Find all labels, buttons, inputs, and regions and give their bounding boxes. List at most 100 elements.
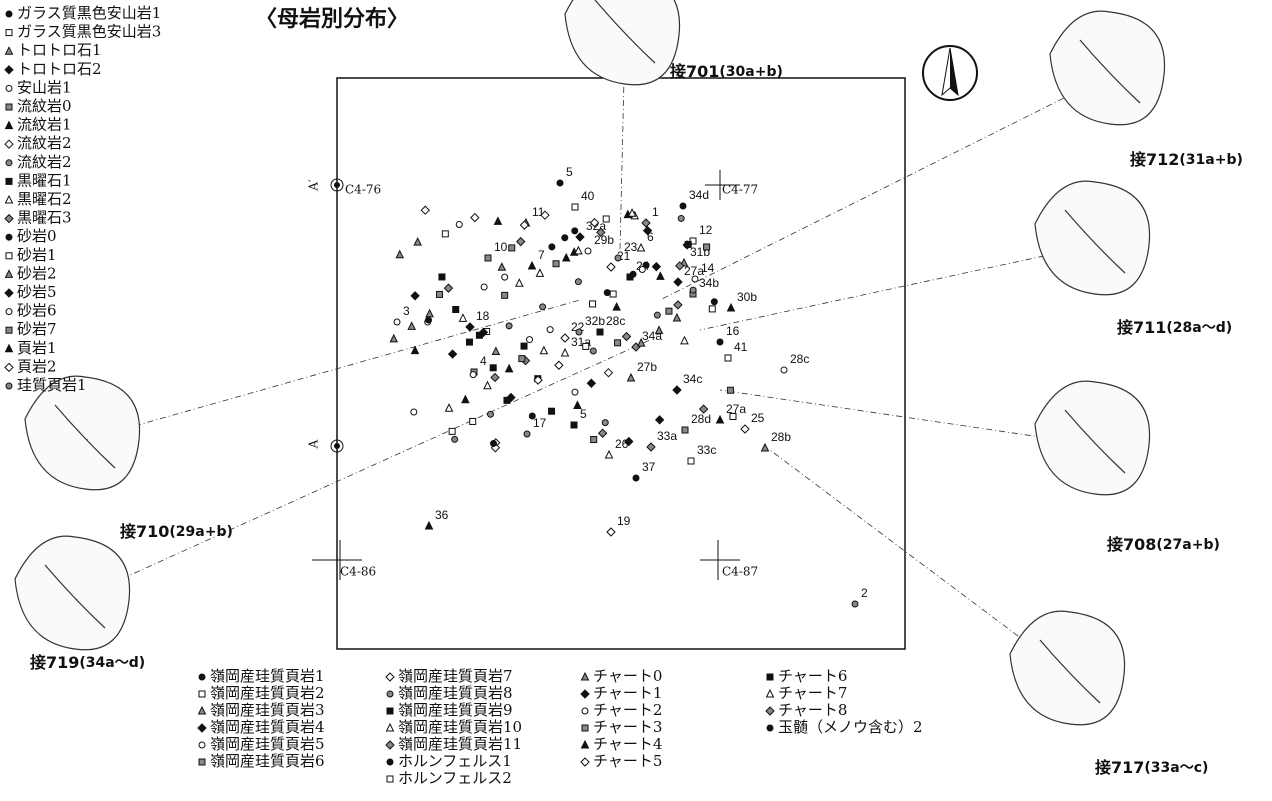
symbol xyxy=(424,520,434,530)
legend-item: ホルンフェルス2 xyxy=(398,769,512,787)
symbol xyxy=(632,474,640,482)
symbol xyxy=(580,757,590,767)
symbol xyxy=(636,242,646,252)
symbol xyxy=(483,380,492,390)
symbol xyxy=(684,240,692,248)
symbol xyxy=(851,600,859,608)
artifact-sketches xyxy=(14,0,1166,726)
symbol xyxy=(561,234,569,242)
symbol xyxy=(435,290,443,298)
point-label: 33a xyxy=(657,429,677,443)
legend-item: 頁岩2 xyxy=(17,357,57,375)
point-label: 30b xyxy=(737,290,757,304)
point-label: 10 xyxy=(494,240,508,254)
symbol xyxy=(546,326,554,334)
symbol xyxy=(407,321,416,330)
symbol xyxy=(5,29,13,37)
symbol xyxy=(581,724,589,732)
symbol xyxy=(570,421,578,429)
refit-note: (30a+b) xyxy=(719,64,782,80)
symbol xyxy=(589,300,597,308)
point-label: 25 xyxy=(751,411,765,425)
symbol xyxy=(489,364,497,372)
symbol xyxy=(490,372,500,383)
legend-item: 流紋岩2 xyxy=(17,153,72,171)
refit-id: 接712 xyxy=(1130,150,1179,169)
symbol xyxy=(679,202,687,210)
symbol xyxy=(490,439,498,447)
excavation-frame xyxy=(336,77,906,650)
artifact-sketch xyxy=(1049,10,1166,126)
symbol xyxy=(385,740,395,750)
north-arrow xyxy=(922,45,978,101)
symbol xyxy=(740,424,750,434)
symbol xyxy=(651,261,662,272)
legend-item: 砂岩1 xyxy=(17,246,57,264)
legend-item: チャート7 xyxy=(778,684,847,702)
symbol xyxy=(515,236,526,247)
symbol xyxy=(698,404,709,414)
legend-item: 嶺岡産珪質頁岩1 xyxy=(210,667,325,685)
symbol xyxy=(497,262,507,271)
symbol xyxy=(621,331,632,342)
symbol xyxy=(760,442,770,452)
legend-item: トロトロ石1 xyxy=(17,41,102,59)
legend-item: 嶺岡産珪質頁岩5 xyxy=(210,735,325,753)
symbol xyxy=(501,291,509,299)
symbol xyxy=(672,312,682,322)
symbol xyxy=(5,84,13,92)
symbol xyxy=(604,449,614,459)
symbol xyxy=(4,362,14,373)
artifact-sketch xyxy=(1009,610,1126,726)
symbol xyxy=(603,367,614,378)
point-label: 16 xyxy=(726,324,740,338)
symbol xyxy=(393,318,401,326)
symbol xyxy=(589,347,597,355)
symbol xyxy=(582,342,590,350)
legend-item: チャート3 xyxy=(593,718,662,736)
point-label: 5 xyxy=(580,407,587,421)
point-label: 18 xyxy=(476,309,490,323)
symbol xyxy=(413,237,422,246)
symbol xyxy=(654,415,665,425)
legend-item: 砂岩7 xyxy=(17,320,57,338)
legend-item: 嶺岡産珪質頁岩10 xyxy=(398,718,522,736)
symbol xyxy=(597,428,608,438)
point-label: 27a xyxy=(684,264,704,278)
section-line xyxy=(312,160,740,580)
point-label: 3 xyxy=(403,304,410,318)
symbol xyxy=(386,707,394,715)
point-label: 34d xyxy=(689,188,709,202)
symbol xyxy=(574,245,583,255)
symbol xyxy=(410,345,420,355)
symbol xyxy=(5,10,13,18)
refit-line xyxy=(719,389,1096,446)
title: 〈母岩別分布〉 xyxy=(255,6,409,32)
point-label: 33c xyxy=(697,443,716,457)
symbol xyxy=(626,372,636,382)
symbol xyxy=(556,179,564,187)
symbol xyxy=(665,307,673,315)
symbol xyxy=(480,283,488,291)
symbol xyxy=(444,403,454,412)
point-label: 12 xyxy=(699,223,713,237)
symbol xyxy=(654,325,664,335)
point-label: 28c xyxy=(606,314,625,328)
point-label: 27b xyxy=(637,360,657,374)
symbol xyxy=(441,230,449,238)
symbol xyxy=(590,436,598,444)
symbol xyxy=(548,243,556,251)
legend-item: ガラス質黒色安山岩3 xyxy=(17,23,161,41)
artifact-sketch xyxy=(24,375,141,491)
symbol xyxy=(596,328,604,336)
symbol xyxy=(580,689,590,699)
legend-item: 流紋岩0 xyxy=(17,97,72,115)
symbol xyxy=(535,268,545,277)
refit-line xyxy=(659,74,1111,301)
symbol xyxy=(425,308,434,318)
symbol xyxy=(561,252,571,262)
symbol xyxy=(571,388,579,396)
symbol xyxy=(726,302,736,312)
point-label: 36 xyxy=(435,508,449,522)
